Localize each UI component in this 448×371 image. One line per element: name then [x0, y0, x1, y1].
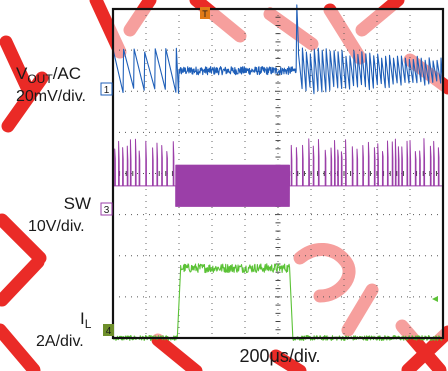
- il-label: IL: [80, 309, 92, 331]
- sw-label: SW: [64, 194, 91, 213]
- cursor-arrow-icon: [432, 296, 438, 302]
- vout-scale-label: 20mV/div.: [16, 88, 86, 105]
- il-scale-label: 2A/div.: [36, 333, 84, 350]
- vout-label-sub: OUT: [27, 72, 53, 86]
- channel-4-marker-label: 4: [106, 326, 112, 337]
- sw-scale-label: 10V/div.: [28, 218, 85, 235]
- plot-area: [111, 4, 445, 342]
- channel-1-marker-label: 1: [104, 85, 110, 96]
- il-label-sub: L: [85, 317, 92, 331]
- timebase-label: 200μs/div.: [239, 346, 320, 366]
- channel-3-marker: 3: [100, 202, 113, 216]
- il-label-main: I: [80, 309, 85, 328]
- vout-label-main: V: [16, 64, 28, 83]
- trigger-marker-label: T: [202, 9, 208, 19]
- vout-label: VOUT/AC: [16, 64, 81, 86]
- trace-channel-3: [113, 138, 443, 207]
- trigger-marker-box: [200, 7, 210, 19]
- channel-4-marker: 4: [103, 324, 114, 337]
- trigger-marker: T: [200, 7, 210, 19]
- plot-frame: [111, 7, 445, 340]
- watermark-stroke-left: [0, 35, 49, 371]
- trace-channel-1: [112, 4, 444, 95]
- channel-3-marker-label: 3: [104, 205, 110, 216]
- vout-label-suffix: /AC: [53, 64, 81, 83]
- plot-grid: [112, 8, 444, 339]
- channel-1-marker: 1: [100, 82, 113, 96]
